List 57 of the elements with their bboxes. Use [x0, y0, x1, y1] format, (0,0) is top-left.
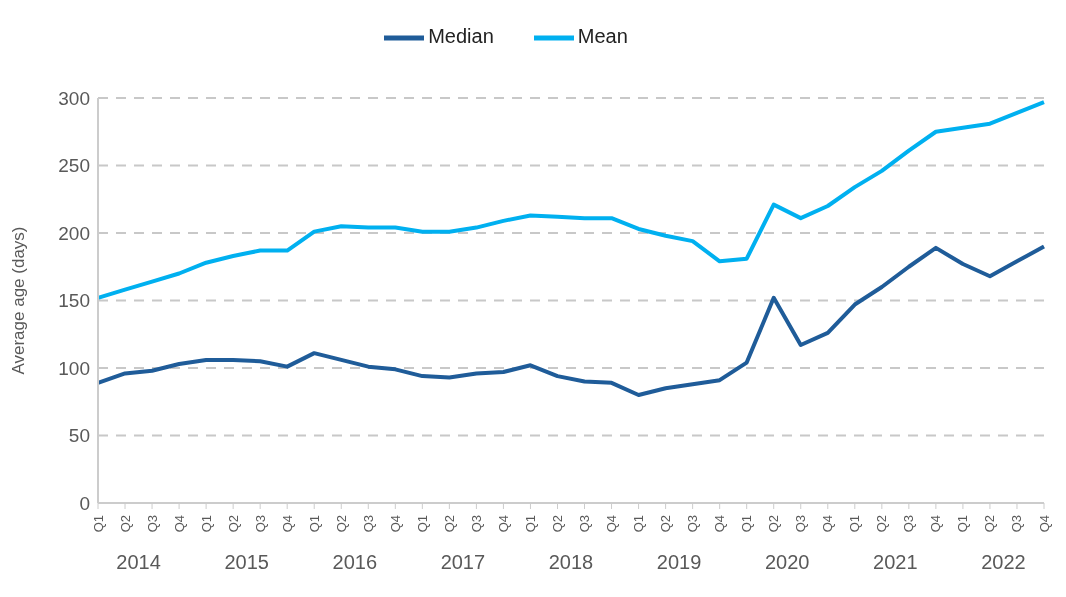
x-tick-label: Q1: [522, 515, 538, 533]
text: 2017: [440, 551, 486, 573]
x-tick-label: Q1: [847, 515, 863, 533]
line-series: [96, 100, 1046, 300]
x-tick-label: Q2: [874, 515, 890, 533]
x-tick-label: Q3: [144, 515, 160, 533]
y-tick-label: 100: [58, 357, 90, 379]
x-tick-label: Q3: [793, 515, 809, 533]
x-tick-label: Q1: [198, 515, 214, 533]
x-tick-label: Q3: [1009, 515, 1025, 533]
text: 2014: [116, 551, 161, 573]
x-tick-label: Q2: [982, 515, 998, 533]
x-tick-label: Q4: [279, 515, 295, 533]
x-tick-label: Q4: [712, 515, 728, 533]
x-tick-label: Q4: [604, 515, 620, 533]
x-tick-label: Q2: [225, 515, 241, 533]
x-tick-label: Q4: [387, 515, 403, 533]
x-tick-label: Q1: [955, 515, 971, 533]
line-series: [96, 244, 1046, 397]
x-tick-label: Q2: [333, 515, 349, 533]
x-tick-label: Q4: [495, 515, 511, 533]
x-tick-label: Q3: [685, 515, 701, 533]
y-tick-label: 0: [79, 492, 90, 514]
x-tick-label: Q2: [441, 515, 457, 533]
text: 2018: [548, 551, 594, 573]
y-tick-label: 200: [58, 222, 90, 244]
y-tick-label: 300: [58, 87, 90, 109]
x-tick-label: Q4: [1036, 515, 1052, 533]
x-tick-label: Q1: [90, 515, 106, 533]
x-tick-label: Q2: [549, 515, 565, 533]
x-tick-label: Q2: [766, 515, 782, 533]
y-tick-label: 150: [58, 290, 90, 312]
text: 2019: [656, 551, 702, 573]
x-tick-label: Q3: [252, 515, 268, 533]
x-tick-label: Q1: [306, 515, 322, 533]
y-tick-label: 50: [68, 425, 90, 447]
y-tick-label: 250: [58, 155, 90, 177]
x-tick-label: Q2: [658, 515, 674, 533]
legend-label: Mean: [577, 25, 628, 48]
x-tick-label: Q2: [117, 515, 133, 533]
x-tick-label: Q4: [928, 515, 944, 533]
text: 2022: [981, 551, 1026, 573]
x-tick-label: Q4: [820, 515, 836, 533]
x-tick-label: Q4: [171, 515, 187, 533]
x-tick-label: Q3: [901, 515, 917, 533]
x-tick-label: Q3: [577, 515, 593, 533]
x-tick-label: Q1: [739, 515, 755, 533]
text: 2016: [332, 551, 378, 573]
y-axis-title: Average age (days): [9, 226, 29, 375]
text: 2021: [873, 551, 918, 573]
x-tick-label: Q1: [631, 515, 647, 533]
x-tick-label: Q3: [468, 515, 484, 533]
x-tick-label: Q3: [360, 515, 376, 533]
legend-label: Median: [428, 25, 494, 48]
text: 2015: [224, 551, 269, 573]
x-tick-label: Q1: [414, 515, 430, 533]
text: 2020: [764, 551, 810, 573]
